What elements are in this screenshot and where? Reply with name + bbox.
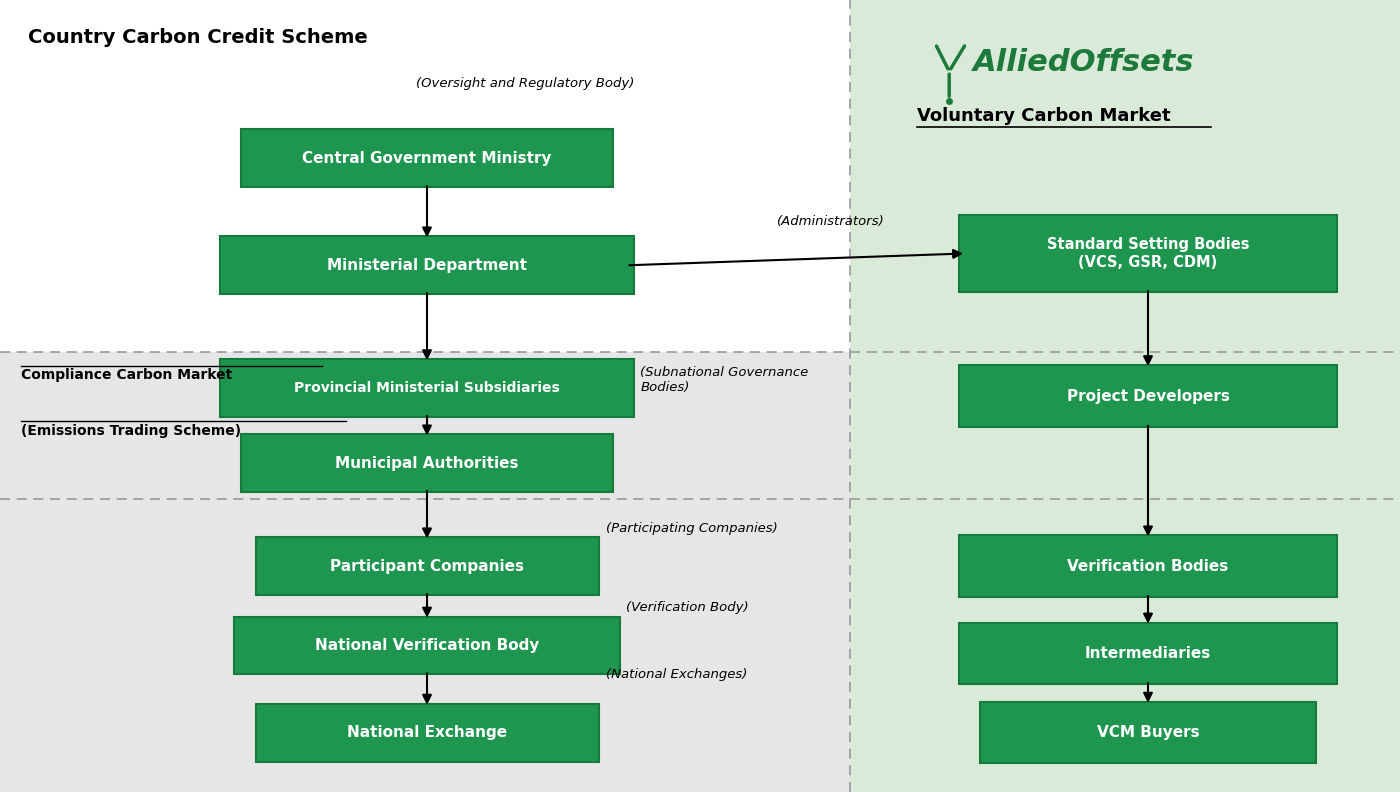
Text: AlliedOffsets: AlliedOffsets	[973, 48, 1194, 77]
FancyBboxPatch shape	[959, 535, 1337, 597]
Text: (Administrators): (Administrators)	[777, 215, 885, 227]
FancyBboxPatch shape	[959, 365, 1337, 427]
FancyBboxPatch shape	[234, 616, 619, 675]
Text: Voluntary Carbon Market: Voluntary Carbon Market	[917, 107, 1170, 125]
Text: Provincial Ministerial Subsidiaries: Provincial Ministerial Subsidiaries	[294, 381, 560, 395]
Text: National Verification Body: National Verification Body	[315, 638, 539, 653]
Text: Central Government Ministry: Central Government Ministry	[302, 151, 552, 166]
Text: (National Exchanges): (National Exchanges)	[605, 668, 746, 681]
Text: (Emissions Trading Scheme): (Emissions Trading Scheme)	[21, 424, 241, 438]
Text: (Subnational Governance
Bodies): (Subnational Governance Bodies)	[641, 366, 809, 394]
Text: Ministerial Department: Ministerial Department	[328, 258, 526, 272]
Bar	[0, 0, 850, 352]
Text: Compliance Carbon Market: Compliance Carbon Market	[21, 368, 232, 383]
Text: Municipal Authorities: Municipal Authorities	[335, 456, 519, 470]
Text: Standard Setting Bodies
(VCS, GSR, CDM): Standard Setting Bodies (VCS, GSR, CDM)	[1047, 238, 1249, 269]
FancyBboxPatch shape	[255, 704, 599, 762]
Text: Project Developers: Project Developers	[1067, 389, 1229, 403]
FancyBboxPatch shape	[980, 702, 1316, 763]
FancyBboxPatch shape	[959, 215, 1337, 292]
Text: Intermediaries: Intermediaries	[1085, 646, 1211, 661]
Text: Verification Bodies: Verification Bodies	[1067, 559, 1229, 573]
Text: (Verification Body): (Verification Body)	[627, 601, 749, 614]
Bar	[850, 0, 1400, 792]
FancyBboxPatch shape	[241, 129, 613, 187]
Text: National Exchange: National Exchange	[347, 725, 507, 740]
FancyBboxPatch shape	[255, 538, 599, 596]
FancyBboxPatch shape	[241, 435, 613, 493]
FancyBboxPatch shape	[220, 360, 633, 417]
Bar	[0, 499, 850, 792]
FancyBboxPatch shape	[220, 236, 633, 294]
FancyBboxPatch shape	[959, 623, 1337, 684]
Text: (Participating Companies): (Participating Companies)	[605, 522, 777, 535]
Bar	[0, 352, 850, 499]
Text: VCM Buyers: VCM Buyers	[1096, 725, 1200, 740]
Text: Country Carbon Credit Scheme: Country Carbon Credit Scheme	[28, 28, 368, 47]
Text: Participant Companies: Participant Companies	[330, 559, 524, 573]
Text: (Oversight and Regulatory Body): (Oversight and Regulatory Body)	[416, 77, 634, 90]
